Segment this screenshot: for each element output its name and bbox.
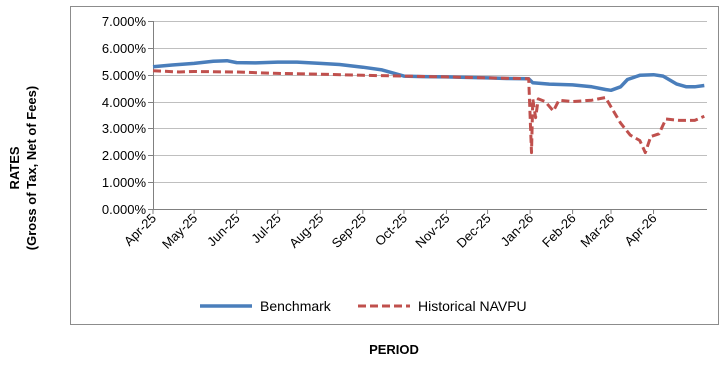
y-tick-label: 6.000%	[102, 41, 147, 56]
axes	[148, 21, 707, 214]
y-tick-label: 3.000%	[102, 121, 147, 136]
y-tick-label: 5.000%	[102, 68, 147, 83]
y-tick-label: 1.000%	[102, 175, 147, 190]
series-line-historical-navpu	[152, 69, 705, 155]
y-axis-label-line2: (Gross of Tax, Net of Fees)	[24, 86, 39, 250]
legend-label: Historical NAVPU	[418, 298, 527, 314]
y-tick-label: 2.000%	[102, 148, 147, 163]
y-tick-label: 4.000%	[102, 95, 147, 110]
y-tick-label: 0.000%	[102, 202, 147, 217]
y-tick-labels: 0.000% 1.000% 2.000% 3.000% 4.000% 5.000% 6.00…	[102, 14, 147, 217]
y-axis-label-line1: RATES	[7, 146, 22, 189]
chart-frame	[70, 6, 719, 325]
legend-label: Benchmark	[260, 298, 332, 314]
series-lines	[152, 58, 705, 155]
legend: Benchmark Historical NAVPU	[200, 298, 527, 314]
y-tick-label: 7.000%	[102, 14, 147, 29]
x-axis-label: PERIOD	[369, 342, 419, 357]
series-line-benchmark	[152, 58, 705, 93]
